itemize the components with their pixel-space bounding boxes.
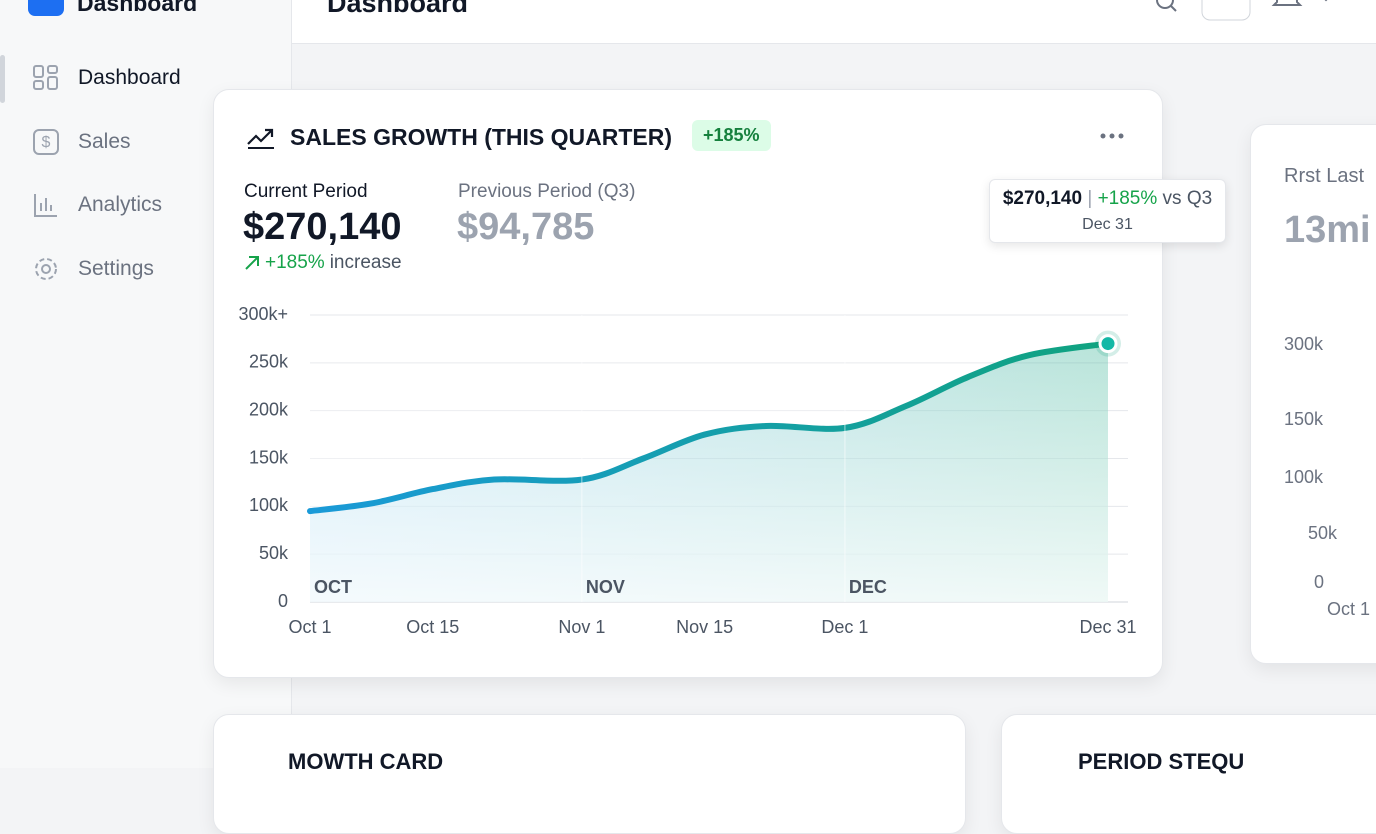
tooltip: $270,140 | +185% vs Q3 Dec 31 bbox=[989, 179, 1226, 243]
calendar-button[interactable] bbox=[1201, 0, 1251, 21]
axis-label: 50k bbox=[1308, 523, 1338, 543]
brand-logo bbox=[28, 0, 64, 16]
change: +185% bbox=[265, 252, 325, 273]
chart: 0 50k 100k 150k 200k 250k 300k+ Oct 1 Oct 15 Nov … bbox=[238, 304, 1136, 637]
icon bbox=[34, 194, 57, 217]
trend-icon bbox=[247, 128, 274, 149]
previous-label: Previous Period (Q3) bbox=[458, 181, 636, 202]
nav-item[interactable]: Dashboard bbox=[32, 64, 181, 92]
sales-card: SALES GROWTH (THIS QUARTER) +185% Curren… bbox=[213, 89, 1226, 678]
y-tick-label: 250k bbox=[249, 352, 289, 372]
y-tick-label: 100k bbox=[249, 495, 289, 515]
icon: $ bbox=[33, 129, 59, 155]
tooltip-date: Dec 31 bbox=[1082, 216, 1133, 233]
nav-label: Settings bbox=[78, 257, 154, 280]
nav-item[interactable]: Analytics bbox=[32, 191, 162, 219]
nav-label: Analytics bbox=[78, 193, 163, 216]
nav-item[interactable]: $ Sales bbox=[32, 128, 131, 156]
end-point bbox=[1098, 334, 1118, 354]
notification-button[interactable] bbox=[1271, 0, 1303, 6]
nav-label: Sales bbox=[78, 130, 131, 153]
active-indicator bbox=[0, 55, 5, 103]
search-button[interactable] bbox=[1156, 0, 1177, 12]
more-button[interactable] bbox=[1099, 130, 1125, 142]
x-tick-label: Nov 15 bbox=[676, 617, 733, 637]
month-label: OCT bbox=[314, 577, 352, 597]
bottom-card-title: PERIOD STEQU bbox=[1078, 749, 1245, 774]
side-card: Rrst Last 13mi 300k 150k 100k 50k 0 Oct … bbox=[1250, 124, 1376, 664]
up-arrow bbox=[245, 256, 259, 270]
tooltip-value: $270,140 bbox=[1002, 188, 1083, 209]
axis-label: 100k bbox=[1284, 467, 1324, 487]
axis-label: 0 bbox=[1314, 572, 1325, 592]
icon bbox=[33, 65, 58, 90]
bottom-card: MOWTH CARD bbox=[213, 714, 966, 834]
tooltip-row: $270,140 | +185% vs Q3 bbox=[1002, 188, 1213, 209]
svg-text:$: $ bbox=[42, 134, 51, 151]
y-tick-label: 200k bbox=[249, 399, 289, 419]
month-label: DEC bbox=[849, 577, 887, 597]
bottom-card: PERIOD STEQU bbox=[1001, 714, 1376, 834]
tooltip-compare: vs Q3 bbox=[1162, 188, 1213, 209]
x-tick-label: Dec 31 bbox=[1079, 617, 1136, 637]
month-label: NOV bbox=[586, 577, 625, 597]
current-value: $270,140 bbox=[243, 206, 402, 248]
side-card-value: 13mi bbox=[1284, 209, 1371, 251]
y-tick-label: 150k bbox=[249, 447, 289, 467]
page-title: Dashboard bbox=[327, 0, 469, 18]
axis-label: Oct 1 bbox=[1327, 599, 1371, 619]
bottom-card-title: MOWTH CARD bbox=[288, 749, 444, 774]
icon bbox=[35, 258, 57, 280]
tooltip-change: +185% bbox=[1097, 188, 1158, 209]
side-card-title: Rrst Last bbox=[1284, 165, 1365, 187]
line bbox=[307, 340, 1111, 515]
change-text: increase bbox=[329, 252, 402, 273]
header: Dashboard bbox=[292, 0, 1376, 44]
nav-item[interactable]: Settings bbox=[32, 255, 154, 283]
axis-label: 150k bbox=[1284, 409, 1324, 429]
y-tick-label: 0 bbox=[278, 591, 288, 611]
x-tick-label: Nov 1 bbox=[558, 617, 605, 637]
x-tick-label: Dec 1 bbox=[821, 617, 868, 637]
y-tick-label: 300k+ bbox=[238, 304, 288, 324]
current-label: Current Period bbox=[244, 181, 368, 202]
previous-value: $94,785 bbox=[457, 206, 595, 248]
badge: +185% bbox=[692, 120, 771, 151]
y-tick-label: 50k bbox=[259, 543, 289, 563]
nav-label: Dashboard bbox=[78, 66, 181, 89]
x-tick-label: Oct 15 bbox=[406, 617, 459, 637]
card-title: SALES GROWTH (THIS QUARTER) bbox=[290, 124, 673, 150]
change-row: +185% increase bbox=[244, 252, 402, 274]
axis-label: 300k bbox=[1284, 334, 1324, 354]
x-tick-label: Oct 1 bbox=[288, 617, 331, 637]
brand: Dashboard bbox=[77, 0, 198, 16]
area-fade bbox=[310, 315, 1108, 602]
header-icons bbox=[1156, 0, 1328, 21]
